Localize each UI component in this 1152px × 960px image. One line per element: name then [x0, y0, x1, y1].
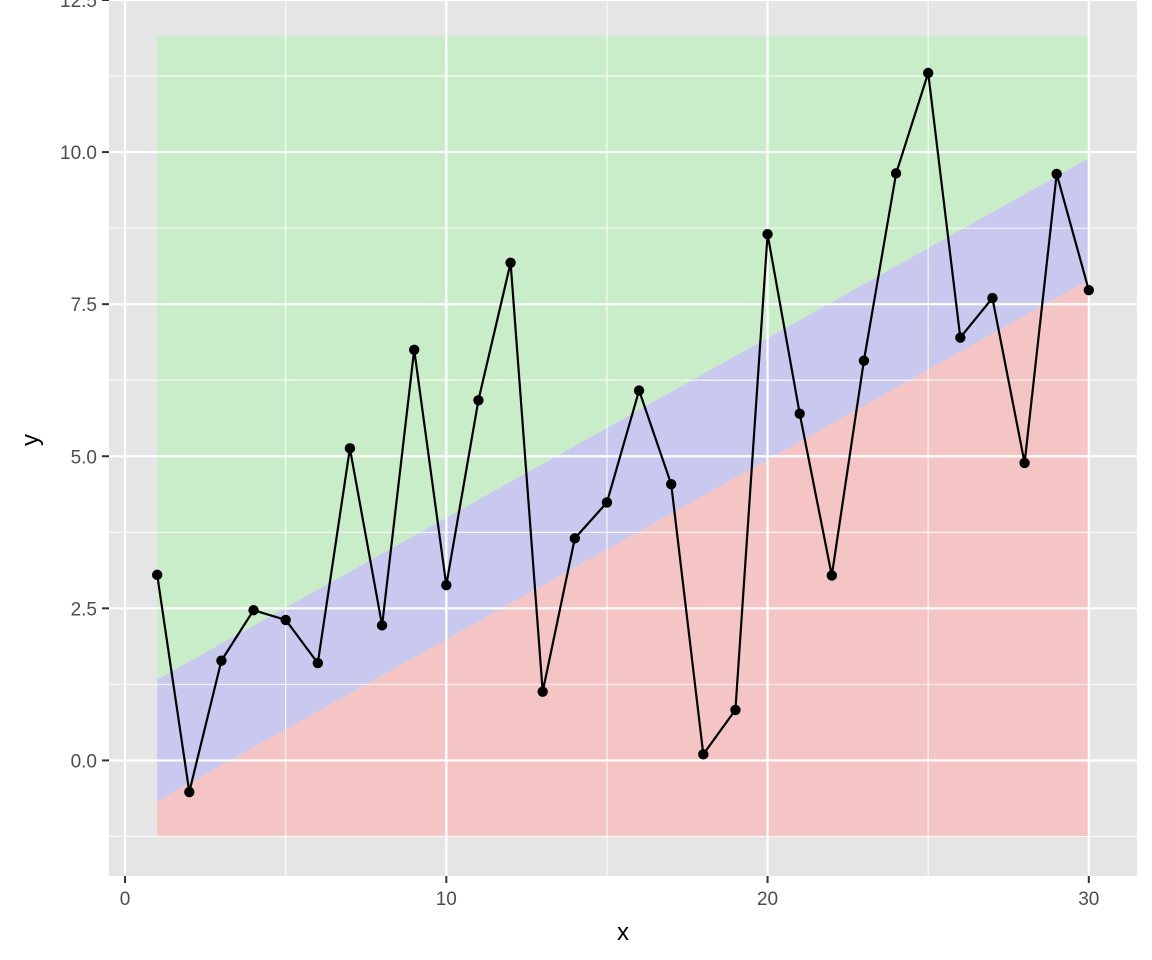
data-point-21 — [794, 408, 805, 419]
band-2 — [157, 36, 1089, 680]
data-point-4 — [248, 604, 259, 616]
x-axis-title: x — [617, 919, 629, 946]
data-point-13 — [537, 686, 548, 697]
data-point-28 — [1019, 457, 1030, 469]
grid-layer — [109, 0, 1137, 876]
y-tick-label-2: 5.0 — [71, 447, 97, 468]
x-tick-label-3: 30 — [1078, 889, 1099, 910]
axis-layer: 0.0 2.5 5.0 7.5 10.0 12.5 0 10 20 30 — [60, 0, 1099, 910]
y-axis-title: y — [17, 434, 44, 446]
band-1 — [157, 158, 1089, 802]
data-point-6 — [312, 657, 324, 669]
y-tick-label-5: 12.5 — [60, 0, 97, 12]
data-point-19 — [730, 704, 741, 716]
data-point-30 — [1083, 284, 1095, 296]
x-tick-label-2: 20 — [757, 889, 778, 910]
data-point-3 — [216, 655, 227, 666]
data-point-18 — [698, 749, 709, 760]
data-point-7 — [344, 443, 356, 454]
band-layer — [157, 36, 1089, 837]
data-point-11 — [473, 395, 484, 406]
data-point-24 — [890, 168, 902, 179]
y-tick-label-3: 7.5 — [71, 295, 97, 316]
series-line-0 — [156, 71, 1090, 794]
data-point-14 — [569, 533, 581, 544]
data-point-5 — [280, 614, 291, 626]
data-point-25 — [922, 67, 934, 79]
data-point-15 — [601, 497, 613, 508]
data-point-10 — [441, 580, 452, 591]
data-point-16 — [633, 385, 645, 396]
data-point-23 — [858, 355, 870, 366]
x-tick-label-1: 10 — [436, 889, 457, 910]
data-point-1 — [151, 569, 163, 581]
data-point-27 — [987, 292, 998, 304]
data-point-26 — [955, 332, 966, 343]
data-point-17 — [665, 479, 677, 490]
y-tick-label-4: 10.0 — [60, 143, 97, 164]
data-point-29 — [1051, 168, 1062, 180]
data-point-20 — [762, 229, 773, 240]
x-tick-label-0: 0 — [120, 889, 131, 910]
series-layer — [151, 67, 1095, 798]
data-point-22 — [826, 570, 838, 581]
data-point-2 — [184, 786, 195, 798]
data-point-12 — [505, 257, 516, 268]
y-tick-label-0: 0.0 — [71, 751, 97, 772]
data-point-9 — [408, 344, 420, 355]
y-tick-label-1: 2.5 — [71, 599, 97, 620]
data-point-8 — [376, 620, 388, 631]
